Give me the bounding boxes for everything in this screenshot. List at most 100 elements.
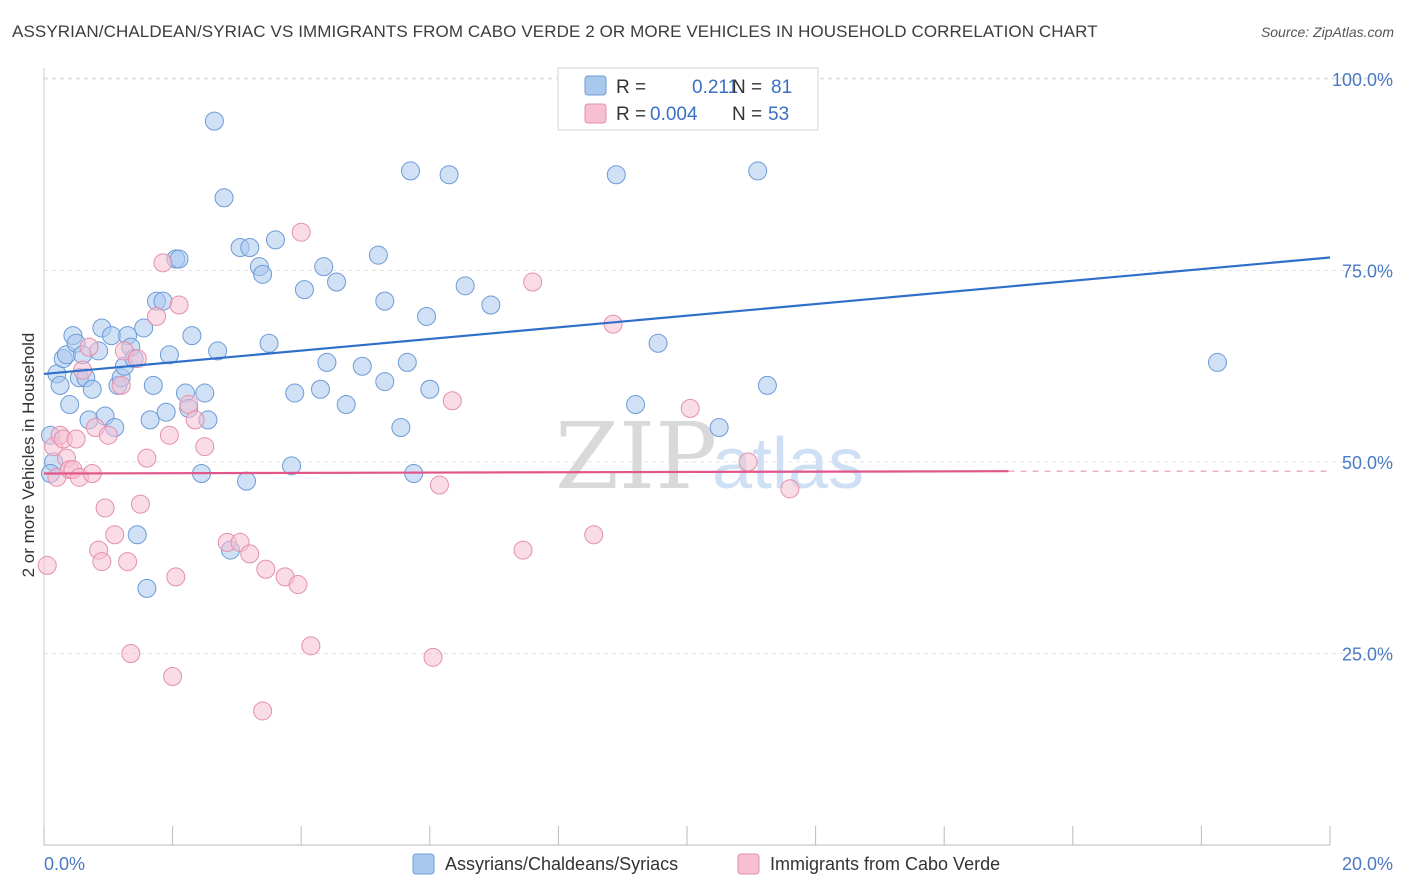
point-s1-47 [513,540,533,560]
point-s0-56 [294,280,314,300]
legend-swatch-pink [584,103,607,124]
point-s0-41 [195,383,215,403]
point-s1-31 [169,295,189,315]
legend-n-label-0: N = [732,77,762,98]
point-s0-80 [757,375,777,395]
point-s0-59 [317,352,337,372]
point-s0-44 [208,341,228,361]
y-axis-label: 2 or more Vehicles in Household [19,333,38,578]
point-s1-8 [66,429,86,449]
legend-r-label-0: R = [616,77,646,98]
chart-source: Source: ZipAtlas.com [1260,24,1394,40]
point-s0-18 [102,326,122,346]
point-s1-34 [195,437,215,457]
watermark-zip: ZIP [555,403,717,510]
point-s1-46 [442,391,462,411]
point-s0-54 [282,456,302,476]
point-s0-65 [375,372,395,392]
series-legend-label-0: Assyrians/Chaldeans/Syriacs [445,854,678,874]
legend-r-label-1: R = [616,104,646,125]
point-s0-67 [397,352,417,372]
trend-lines [43,256,1331,475]
point-s1-50 [603,314,623,334]
axes [43,68,1331,846]
point-s1-21 [118,552,138,572]
series-legend-swatch-blue [412,853,435,875]
point-s0-71 [420,379,440,399]
point-s1-19 [111,375,131,395]
point-s0-30 [143,375,163,395]
legend-r-value-1: 0.004 [650,104,698,125]
point-s0-7 [60,395,80,415]
series-legend-label-1: Immigrants from Cabo Verde [770,854,1000,874]
point-s0-75 [606,165,626,185]
point-s1-15 [92,552,112,572]
point-s0-14 [82,379,102,399]
legend-n-label-1: N = [732,104,762,125]
point-s0-79 [748,161,768,181]
point-s0-74 [481,295,501,315]
point-s1-38 [253,701,273,721]
x-tick-label-0: 0.0% [44,854,85,874]
point-s1-43 [301,636,321,656]
point-s0-76 [626,395,646,415]
stats-legend: R = 0.211 N = 81 R = 0.004 N = 53 [557,67,819,131]
point-s1-17 [98,425,118,445]
point-s1-18 [105,525,125,545]
point-s0-48 [237,471,257,491]
point-s1-11 [79,337,99,357]
point-s0-73 [455,276,475,296]
point-s1-16 [95,498,115,518]
point-s0-81 [1207,352,1227,372]
point-s0-43 [204,111,224,131]
data-points [37,111,1227,721]
point-s0-4 [50,375,70,395]
y-tick-label-3: 25.0% [1342,645,1393,665]
y-tick-label-1: 75.0% [1342,262,1393,282]
series-legend-swatch-pink [737,853,760,875]
point-s1-49 [584,525,604,545]
point-s0-68 [401,161,421,181]
point-s1-51 [680,398,700,418]
point-s1-30 [166,567,186,587]
point-s1-26 [147,306,167,326]
point-s0-63 [368,245,388,265]
x-tick-labels: 0.0% 20.0% [44,854,1393,874]
point-s1-0 [37,555,57,575]
legend-n-value-1: 53 [768,104,789,125]
point-s0-36 [169,249,189,269]
point-s0-52 [259,333,279,353]
point-s0-29 [140,410,160,430]
point-s1-48 [523,272,543,292]
point-s1-33 [185,410,205,430]
trend-line-0 [43,256,1331,376]
chart-title: ASSYRIAN/CHALDEAN/SYRIAC VS IMMIGRANTS F… [12,22,1098,41]
gridlines [44,77,1395,654]
point-s0-57 [310,379,330,399]
point-s1-29 [163,666,183,686]
point-s0-61 [336,395,356,415]
watermark: ZIP atlas [555,403,864,510]
point-s0-39 [182,326,202,346]
point-s0-33 [156,402,176,422]
x-tick-label-1: 20.0% [1342,854,1393,874]
point-s1-39 [256,559,276,579]
point-s1-25 [137,448,157,468]
point-s1-27 [153,253,173,273]
series-legend: Assyrians/Chaldeans/Syriacs Immigrants f… [412,853,1000,875]
point-s1-53 [780,479,800,499]
point-s0-78 [709,418,729,438]
point-s1-24 [130,494,150,514]
point-s1-52 [738,452,758,472]
legend-r-value-0: 0.211 [692,77,738,98]
legend-swatch-blue [584,75,607,96]
point-s0-27 [134,318,154,338]
trend-line-1 [43,470,1009,475]
point-s0-62 [352,356,372,376]
y-tick-label-2: 50.0% [1342,453,1393,473]
y-tick-label-0: 100.0% [1332,70,1393,90]
point-s0-34 [159,345,179,365]
point-s0-45 [214,188,234,208]
point-s0-72 [439,165,459,185]
y-tick-labels: 100.0% 75.0% 50.0% 25.0% [1332,70,1393,665]
